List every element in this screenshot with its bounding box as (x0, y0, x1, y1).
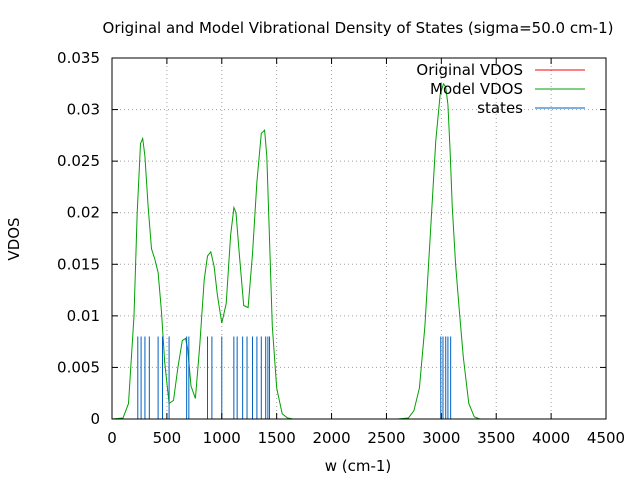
grid-lines (112, 58, 606, 419)
plot-area (111, 82, 584, 420)
axis-ticks (111, 57, 607, 420)
series-line-1 (111, 82, 584, 420)
x-tick-label: 2000 (312, 429, 350, 447)
plot-frame (111, 57, 607, 420)
chart-title: Original and Model Vibrational Density o… (103, 19, 614, 37)
y-tick-labels: 0 0.005 0.01 0.015 0.02 0.025 0.03 0.035 (57, 49, 100, 428)
y-axis-label: VDOS (5, 217, 23, 260)
x-tick-label: 1500 (258, 429, 296, 447)
x-tick-label: 3000 (422, 429, 460, 447)
x-tick-label: 1000 (203, 429, 241, 447)
x-tick-label: 500 (153, 429, 182, 447)
y-tick-label: 0.01 (67, 307, 100, 325)
legend-label: Model VDOS (430, 80, 523, 98)
y-tick-label: 0.005 (57, 358, 100, 376)
legend-label: states (477, 99, 523, 117)
x-tick-label: 2500 (367, 429, 405, 447)
y-tick-label: 0.025 (57, 152, 100, 170)
x-tick-labels: 0 500 1000 1500 2000 2500 3000 3500 4000 4500 (107, 429, 625, 447)
y-tick-label: 0 (90, 410, 100, 428)
y-tick-label: 0.035 (57, 49, 100, 67)
x-tick-label: 0 (107, 429, 117, 447)
x-tick-label: 4500 (587, 429, 625, 447)
legend-label: Original VDOS (416, 61, 523, 79)
x-tick-label: 3500 (477, 429, 515, 447)
x-axis-label: w (cm-1) (325, 457, 392, 475)
y-tick-label: 0.03 (67, 101, 100, 119)
x-tick-label: 4000 (532, 429, 570, 447)
y-tick-label: 0.02 (67, 204, 100, 222)
y-tick-label: 0.015 (57, 255, 100, 273)
